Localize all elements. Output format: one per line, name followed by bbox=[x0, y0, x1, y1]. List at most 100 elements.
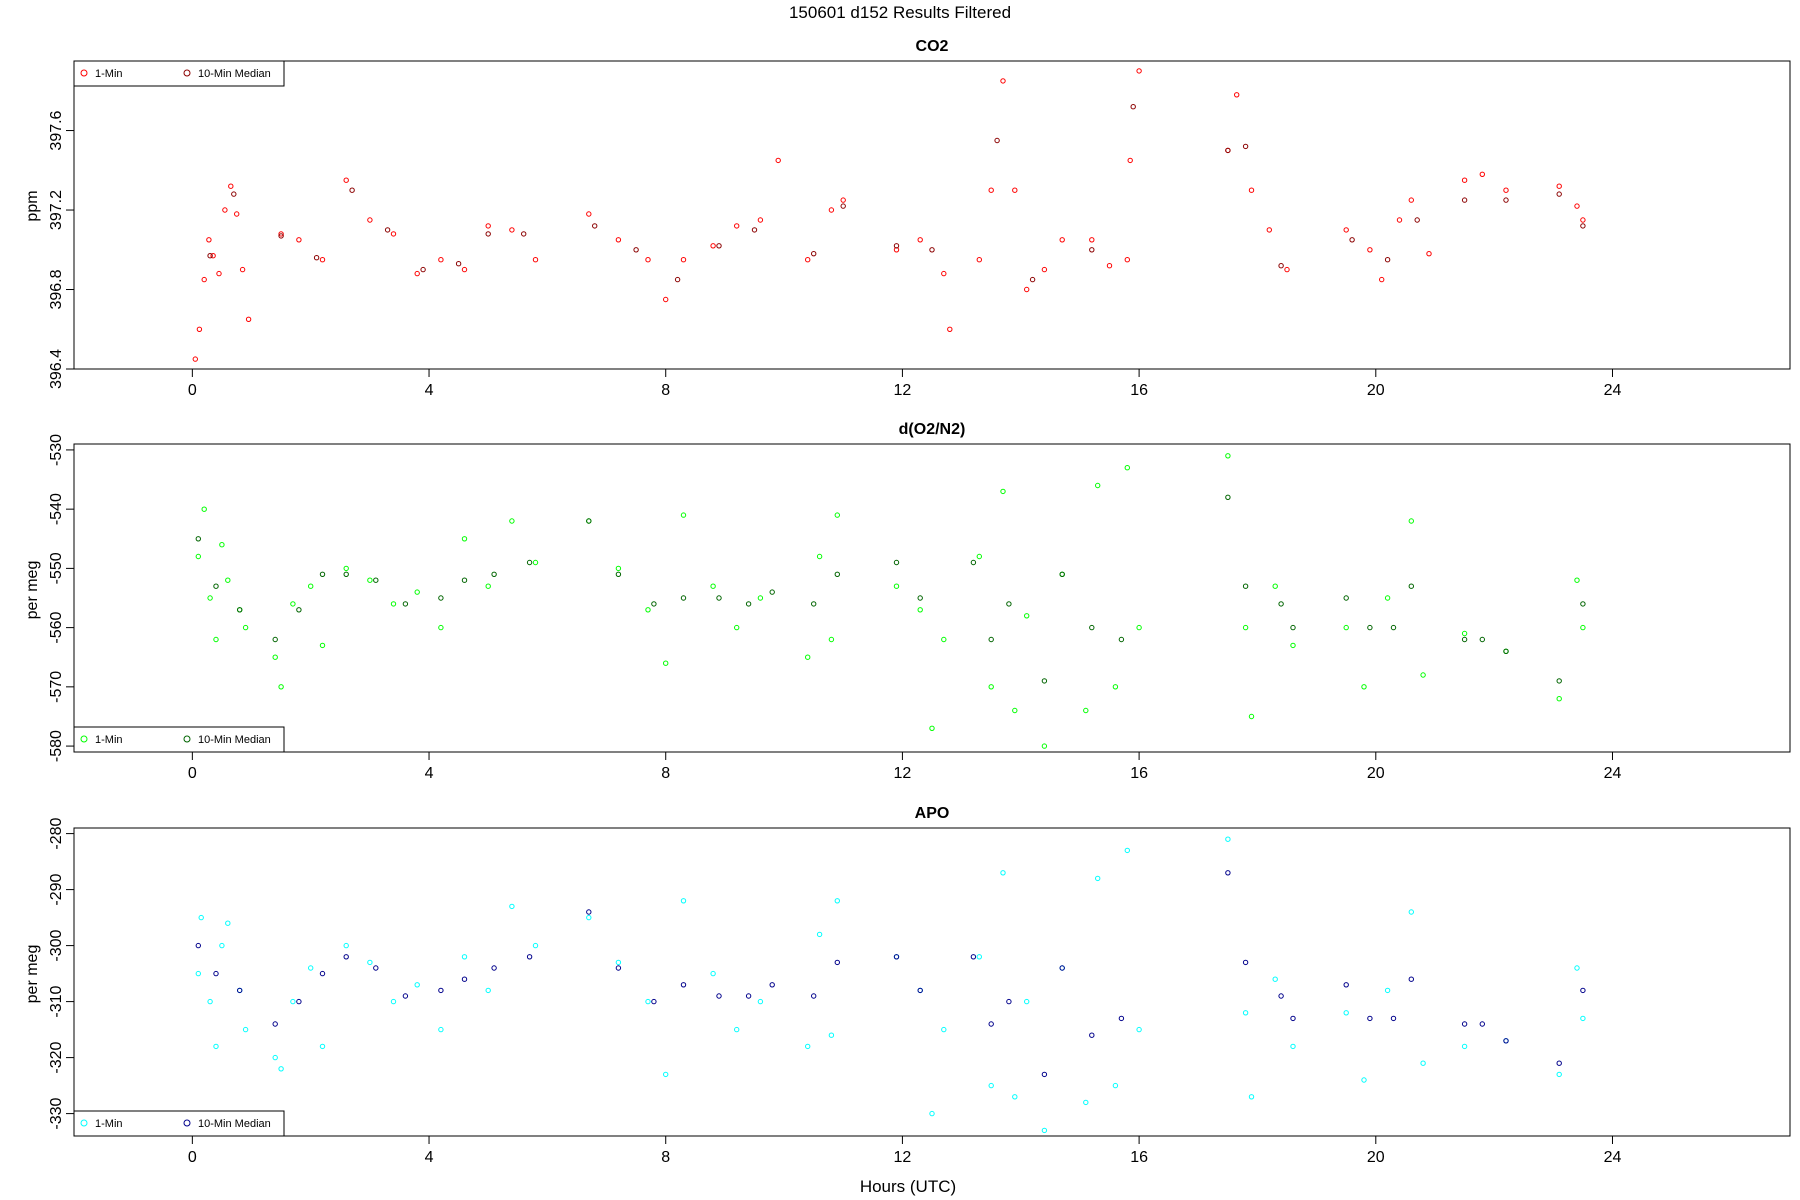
x-tick-label: 24 bbox=[1604, 765, 1622, 782]
point-10min-median bbox=[970, 954, 977, 960]
point-1min bbox=[615, 565, 622, 572]
point-1min bbox=[988, 187, 994, 193]
point-10min-median bbox=[1390, 624, 1397, 631]
point-10min-median bbox=[1059, 571, 1065, 577]
point-1min bbox=[615, 237, 622, 243]
point-10min-median bbox=[1343, 595, 1349, 601]
x-tick-label: 12 bbox=[894, 765, 912, 782]
x-tick-label: 16 bbox=[1130, 765, 1148, 782]
point-1min bbox=[1266, 227, 1273, 233]
point-10min-median bbox=[420, 266, 426, 273]
x-tick-label: 20 bbox=[1367, 1149, 1385, 1166]
point-10min-median bbox=[769, 982, 775, 988]
point-10min-median bbox=[893, 243, 900, 249]
point-1min bbox=[278, 1066, 284, 1072]
point-1min bbox=[1024, 286, 1030, 293]
point-10min-median bbox=[917, 595, 923, 601]
point-1min bbox=[976, 954, 982, 960]
point-1min bbox=[680, 898, 687, 904]
point-1min bbox=[1343, 624, 1349, 631]
point-10min-median bbox=[1343, 982, 1349, 988]
point-1min bbox=[219, 942, 225, 949]
point-1min bbox=[290, 998, 296, 1005]
y-tick-label: -280 bbox=[48, 817, 65, 849]
axes: 0 4 8 12 16 20 24 396.4 396.8 397.2 397.6 bbox=[48, 110, 1621, 399]
x-tick-label: 0 bbox=[188, 1149, 197, 1166]
y-tick-label: 397.6 bbox=[48, 110, 65, 150]
point-1min bbox=[390, 231, 397, 237]
point-10min-median bbox=[1461, 1021, 1468, 1027]
point-1min bbox=[1574, 577, 1580, 583]
point-1min bbox=[485, 583, 491, 589]
point-1min bbox=[1420, 672, 1426, 678]
point-1min bbox=[196, 326, 203, 332]
point-10min-median bbox=[1118, 1015, 1125, 1022]
point-1min bbox=[1000, 78, 1006, 84]
point-1min bbox=[195, 970, 202, 977]
point-1min bbox=[461, 266, 468, 273]
point-10min-median bbox=[1461, 197, 1468, 203]
points-layer bbox=[195, 836, 1586, 1134]
point-10min-median bbox=[1503, 648, 1509, 654]
legend-marker-1min bbox=[80, 69, 88, 77]
point-10min-median bbox=[1503, 197, 1509, 203]
x-tick-label: 24 bbox=[1604, 382, 1622, 399]
x-tick-label: 12 bbox=[894, 1149, 912, 1166]
point-10min-median bbox=[1556, 678, 1562, 684]
point-10min-median bbox=[491, 965, 497, 971]
point-1min bbox=[414, 982, 420, 988]
point-1min bbox=[775, 157, 781, 164]
point-1min bbox=[485, 223, 491, 229]
point-10min-median bbox=[1290, 624, 1296, 631]
point-1min bbox=[1248, 187, 1255, 193]
y-tick-label: -290 bbox=[48, 873, 65, 905]
x-tick-label: 0 bbox=[188, 382, 197, 399]
point-1min bbox=[1012, 1094, 1018, 1100]
point-1min bbox=[509, 518, 515, 524]
point-10min-median bbox=[1130, 104, 1136, 110]
point-1min bbox=[663, 1071, 669, 1078]
point-10min-median bbox=[615, 571, 622, 577]
point-1min bbox=[917, 237, 923, 243]
point-10min-median bbox=[1367, 1015, 1373, 1022]
point-1min bbox=[213, 1043, 219, 1050]
point-1min bbox=[207, 595, 213, 601]
point-10min-median bbox=[195, 536, 202, 542]
point-1min bbox=[1408, 909, 1415, 915]
point-1min bbox=[225, 920, 231, 926]
point-1min bbox=[367, 217, 373, 223]
point-1min bbox=[1083, 707, 1089, 714]
point-10min-median bbox=[893, 954, 900, 960]
point-1min bbox=[414, 270, 420, 277]
point-1min bbox=[438, 1026, 444, 1033]
point-1min bbox=[461, 954, 468, 960]
point-10min-median bbox=[461, 577, 468, 583]
point-1min bbox=[1248, 1094, 1255, 1100]
point-10min-median bbox=[811, 251, 817, 257]
point-1min bbox=[438, 257, 444, 263]
point-1min bbox=[1136, 68, 1142, 74]
point-1min bbox=[710, 583, 716, 589]
point-1min bbox=[586, 914, 592, 921]
point-10min-median bbox=[834, 959, 840, 966]
point-1min bbox=[1012, 187, 1018, 193]
point-10min-median bbox=[811, 601, 817, 607]
point-10min-median bbox=[1580, 223, 1586, 229]
legend-label-1min: 1-Min bbox=[95, 734, 123, 746]
point-10min-median bbox=[1408, 976, 1415, 982]
legend-label-median: 10-Min Median bbox=[198, 734, 271, 746]
point-10min-median bbox=[195, 942, 202, 949]
y-tick-label: -330 bbox=[48, 1097, 65, 1129]
point-1min bbox=[828, 636, 835, 643]
point-1min bbox=[198, 914, 204, 921]
point-10min-median bbox=[1367, 624, 1373, 631]
point-1min bbox=[929, 1110, 935, 1117]
point-10min-median bbox=[526, 954, 533, 960]
point-1min bbox=[828, 207, 835, 213]
point-1min bbox=[805, 257, 811, 263]
point-10min-median bbox=[1278, 263, 1284, 269]
point-1min bbox=[509, 227, 515, 233]
point-10min-median bbox=[1556, 191, 1562, 197]
point-10min-median bbox=[1384, 257, 1391, 263]
legend-marker-median bbox=[183, 735, 191, 743]
